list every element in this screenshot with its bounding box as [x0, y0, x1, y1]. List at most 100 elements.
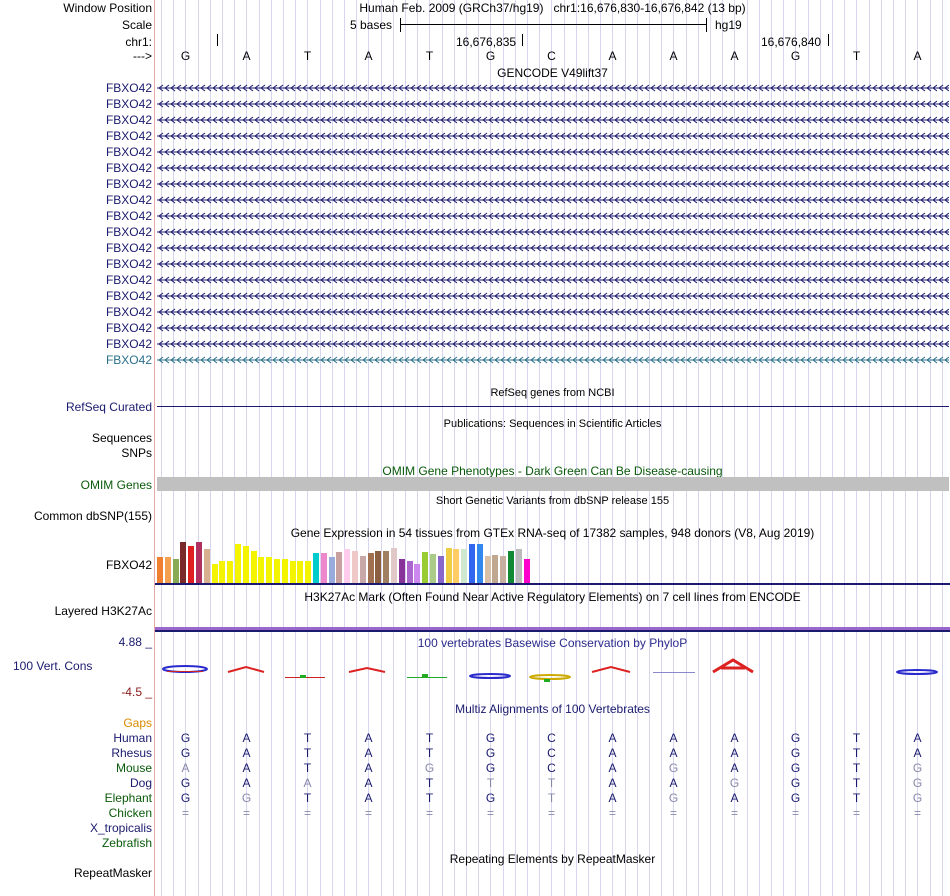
gtex-tissue-bar[interactable]: [523, 559, 530, 583]
multiz-species-label[interactable]: Human: [113, 731, 152, 745]
gencode-transcript[interactable]: [157, 164, 949, 173]
refseq-track-label[interactable]: RefSeq Curated: [65, 400, 152, 414]
gtex-tissue-bar[interactable]: [359, 556, 366, 583]
gtex-tissue-bar[interactable]: [219, 561, 226, 583]
publications-label-snps[interactable]: SNPs: [121, 446, 152, 460]
gtex-tissue-bar[interactable]: [406, 561, 413, 583]
gtex-tissue-bar[interactable]: [289, 561, 296, 583]
multiz-species-label[interactable]: Dog: [129, 776, 152, 790]
gtex-tissue-bar[interactable]: [515, 549, 522, 583]
gtex-tissue-bar[interactable]: [375, 551, 382, 583]
gencode-gene-label[interactable]: FBXO42: [105, 225, 152, 239]
gencode-gene-label[interactable]: FBXO42: [105, 129, 152, 143]
gtex-tissue-bar[interactable]: [453, 549, 460, 583]
gencode-transcript[interactable]: [157, 116, 949, 125]
gtex-tissue-bar[interactable]: [250, 551, 257, 583]
gencode-gene-label[interactable]: FBXO42: [105, 353, 152, 367]
gencode-gene-label[interactable]: FBXO42: [105, 337, 152, 351]
gencode-transcript[interactable]: [157, 356, 949, 365]
gtex-tissue-bar[interactable]: [445, 548, 452, 583]
h3k27ac-track-label[interactable]: Layered H3K27Ac: [54, 604, 152, 618]
gtex-tissue-bar[interactable]: [188, 546, 195, 583]
gtex-tissue-bar[interactable]: [344, 549, 351, 583]
gtex-tissue-bar[interactable]: [172, 559, 179, 583]
omim-gene-block[interactable]: [157, 477, 949, 491]
publications-label-sequences[interactable]: Sequences: [91, 431, 152, 445]
multiz-species-label[interactable]: Zebrafish: [101, 836, 152, 850]
gencode-transcript[interactable]: [157, 324, 949, 333]
h3k27ac-signal[interactable]: [155, 627, 950, 630]
gtex-tissue-bar[interactable]: [430, 554, 436, 583]
gtex-tissue-bar[interactable]: [352, 551, 358, 583]
gtex-tissue-bar[interactable]: [492, 555, 499, 583]
gtex-track-label[interactable]: FBXO42: [105, 558, 152, 572]
gtex-tissue-bar[interactable]: [398, 559, 405, 583]
multiz-species-label[interactable]: Elephant: [104, 791, 152, 805]
gtex-tissue-bar[interactable]: [180, 542, 187, 583]
gencode-gene-label[interactable]: FBXO42: [105, 289, 152, 303]
multiz-species-label[interactable]: Chicken: [108, 806, 152, 820]
gtex-tissue-bar[interactable]: [203, 549, 210, 583]
gtex-tissue-bar[interactable]: [313, 553, 319, 583]
multiz-species-label[interactable]: X_tropicalis: [89, 821, 152, 835]
gencode-gene-label[interactable]: FBXO42: [105, 177, 152, 191]
gencode-transcript[interactable]: [157, 340, 949, 349]
gencode-transcript[interactable]: [157, 148, 949, 157]
gtex-tissue-bar[interactable]: [383, 551, 390, 583]
gtex-tissue-bar[interactable]: [367, 553, 374, 583]
gtex-tissue-bar[interactable]: [157, 557, 163, 583]
gencode-gene-label[interactable]: FBXO42: [105, 209, 152, 223]
gencode-transcript[interactable]: [157, 180, 949, 189]
gencode-gene-label[interactable]: FBXO42: [105, 305, 152, 319]
gencode-transcript[interactable]: [157, 100, 949, 109]
gtex-tissue-bar[interactable]: [305, 561, 312, 583]
gtex-tissue-bar[interactable]: [391, 548, 397, 583]
gtex-tissue-bar[interactable]: [227, 561, 234, 583]
gtex-tissue-bar[interactable]: [414, 564, 421, 583]
gencode-transcript[interactable]: [157, 260, 949, 269]
dna-sequence-row[interactable]: G A T A T G C A A A G T A: [155, 49, 950, 63]
gencode-transcript[interactable]: [157, 308, 949, 317]
gencode-transcript[interactable]: [157, 84, 949, 93]
gtex-tissue-bar[interactable]: [336, 552, 343, 583]
gtex-tissue-bar[interactable]: [196, 542, 202, 583]
gtex-tissue-bar[interactable]: [258, 557, 265, 583]
gtex-tissue-bar[interactable]: [235, 544, 241, 583]
gencode-gene-label[interactable]: FBXO42: [105, 113, 152, 127]
gtex-tissue-bar[interactable]: [422, 552, 429, 583]
gtex-tissue-bar[interactable]: [461, 549, 468, 583]
gencode-transcript[interactable]: [157, 196, 949, 205]
gtex-tissue-bar[interactable]: [469, 544, 475, 583]
gencode-gene-label[interactable]: FBXO42: [105, 321, 152, 335]
gtex-tissue-bar[interactable]: [476, 544, 483, 583]
gencode-gene-label[interactable]: FBXO42: [105, 145, 152, 159]
refseq-gene-line[interactable]: [157, 406, 949, 407]
gencode-gene-label[interactable]: FBXO42: [105, 193, 152, 207]
gtex-tissue-bar[interactable]: [211, 564, 218, 583]
gtex-tissue-bar[interactable]: [328, 557, 335, 583]
gencode-transcript[interactable]: [157, 276, 949, 285]
repeatmasker-track-label[interactable]: RepeatMasker: [73, 866, 152, 880]
multiz-species-label[interactable]: Rhesus: [111, 746, 152, 760]
gencode-transcript[interactable]: [157, 244, 949, 253]
gtex-tissue-bar[interactable]: [242, 546, 249, 583]
multiz-species-label[interactable]: Mouse: [115, 761, 152, 775]
gencode-transcript[interactable]: [157, 212, 949, 221]
gencode-gene-label[interactable]: FBXO42: [105, 241, 152, 255]
gtex-tissue-bar[interactable]: [297, 561, 304, 583]
gencode-gene-label[interactable]: FBXO42: [105, 257, 152, 271]
gencode-gene-label[interactable]: FBXO42: [105, 273, 152, 287]
dbsnp-track-label[interactable]: Common dbSNP(155): [33, 509, 152, 523]
omim-track-label[interactable]: OMIM Genes: [80, 478, 152, 492]
gtex-tissue-bar[interactable]: [437, 556, 444, 583]
gencode-gene-label[interactable]: FBXO42: [105, 161, 152, 175]
phylop-track-label[interactable]: 100 Vert. Cons: [13, 659, 93, 673]
gtex-tissue-bar[interactable]: [281, 559, 288, 583]
gtex-tissue-bar[interactable]: [484, 556, 491, 583]
gtex-tissue-bar[interactable]: [508, 551, 514, 583]
gencode-transcript[interactable]: [157, 132, 949, 141]
gtex-expression-bars[interactable]: [157, 540, 537, 583]
gencode-gene-label[interactable]: FBXO42: [105, 81, 152, 95]
gencode-gene-label[interactable]: FBXO42: [105, 97, 152, 111]
gtex-tissue-bar[interactable]: [500, 556, 507, 583]
